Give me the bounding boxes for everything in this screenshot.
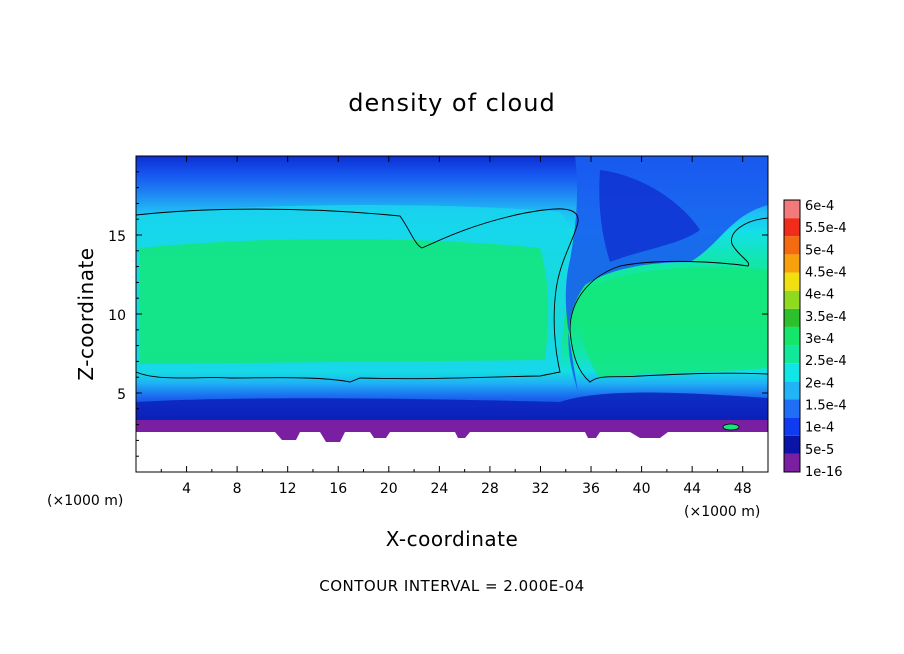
colorbar-label: 3.5e-4 [805,310,847,325]
y-axis-label: Z-coordinate [74,247,98,380]
x-tick-label: 8 [233,481,242,497]
colorbar-label: 3e-4 [805,332,834,347]
x-tick-label: 24 [430,481,448,497]
colorbar-swatch [784,345,800,364]
x-tick-label: 16 [329,481,347,497]
colorbar-swatch [784,435,800,454]
x-tick-label: 48 [734,481,752,497]
colorbar-swatch [784,218,800,237]
colorbar-swatch [784,308,800,327]
x-tick-label: 20 [380,481,398,497]
colorbar-label: 5e-5 [805,443,834,458]
colorbar-label: 5.5e-4 [805,221,847,236]
colorbar-swatch [784,326,800,346]
colorbar-label: 2e-4 [805,376,834,391]
colorbar-label: 2.5e-4 [805,354,847,369]
x-tick-label: 32 [532,481,550,497]
green-core-right [580,266,768,378]
colorbar-swatch [784,381,800,400]
x-tick-label: 12 [279,481,297,497]
x-tick-label: 28 [481,481,499,497]
colorbar: 1e-16 5e-5 1e-4 1.5e-4 2e-4 2.5e-4 3e-4 3.5e-4 4… [783,199,847,480]
colorbar-label: 1.5e-4 [805,399,847,414]
y-tick-label: 5 [117,387,126,403]
contour-line-upper [136,208,579,383]
y-tick-label: 15 [108,229,126,245]
x-tick-label: 44 [683,481,701,497]
colorbar-label: 4.5e-4 [805,266,847,281]
x-axis-label: X-coordinate [386,527,519,551]
plot-area [136,156,768,472]
colorbar-label: 5e-4 [805,243,834,258]
x-unit-left: (×1000 m) [47,493,123,509]
colorbar-swatch [784,417,800,436]
x-tick-label: 40 [633,481,651,497]
blue-tongue-core [599,170,700,262]
x-tick-label: 36 [582,481,600,497]
colorbar-frame [783,199,801,473]
colorbar-label: 6e-4 [805,199,834,214]
colorbar-label: 1e-16 [805,465,843,480]
green-core-left [140,239,549,364]
colorbar-swatch [784,254,800,273]
y-tick-label: 10 [108,308,126,324]
colorbar-swatch [784,290,800,309]
purple-base-dips [275,432,668,442]
colorbar-swatch [784,453,800,472]
colorbar-swatch [784,363,800,382]
contour-line-right [569,217,768,383]
colorbar-swatch [784,399,800,418]
chart-title: density of cloud [348,89,555,117]
x-axis: 4 8 12 16 20 24 28 32 36 40 44 48 [160,156,752,497]
y-axis: 5 10 15 [108,171,768,457]
x-tick-label: 4 [182,481,191,497]
colorbar-label: 4e-4 [805,288,834,303]
colorbar-swatch [784,200,800,219]
x-unit-right: (×1000 m) [684,504,760,520]
colorbar-swatch [784,272,800,291]
below-ground-blank [136,432,768,472]
contour-interval-note: CONTOUR INTERVAL = 2.000E-04 [319,577,584,595]
green-blob [722,423,740,431]
colorbar-label: 1e-4 [805,421,834,436]
colorbar-swatch [784,236,800,255]
